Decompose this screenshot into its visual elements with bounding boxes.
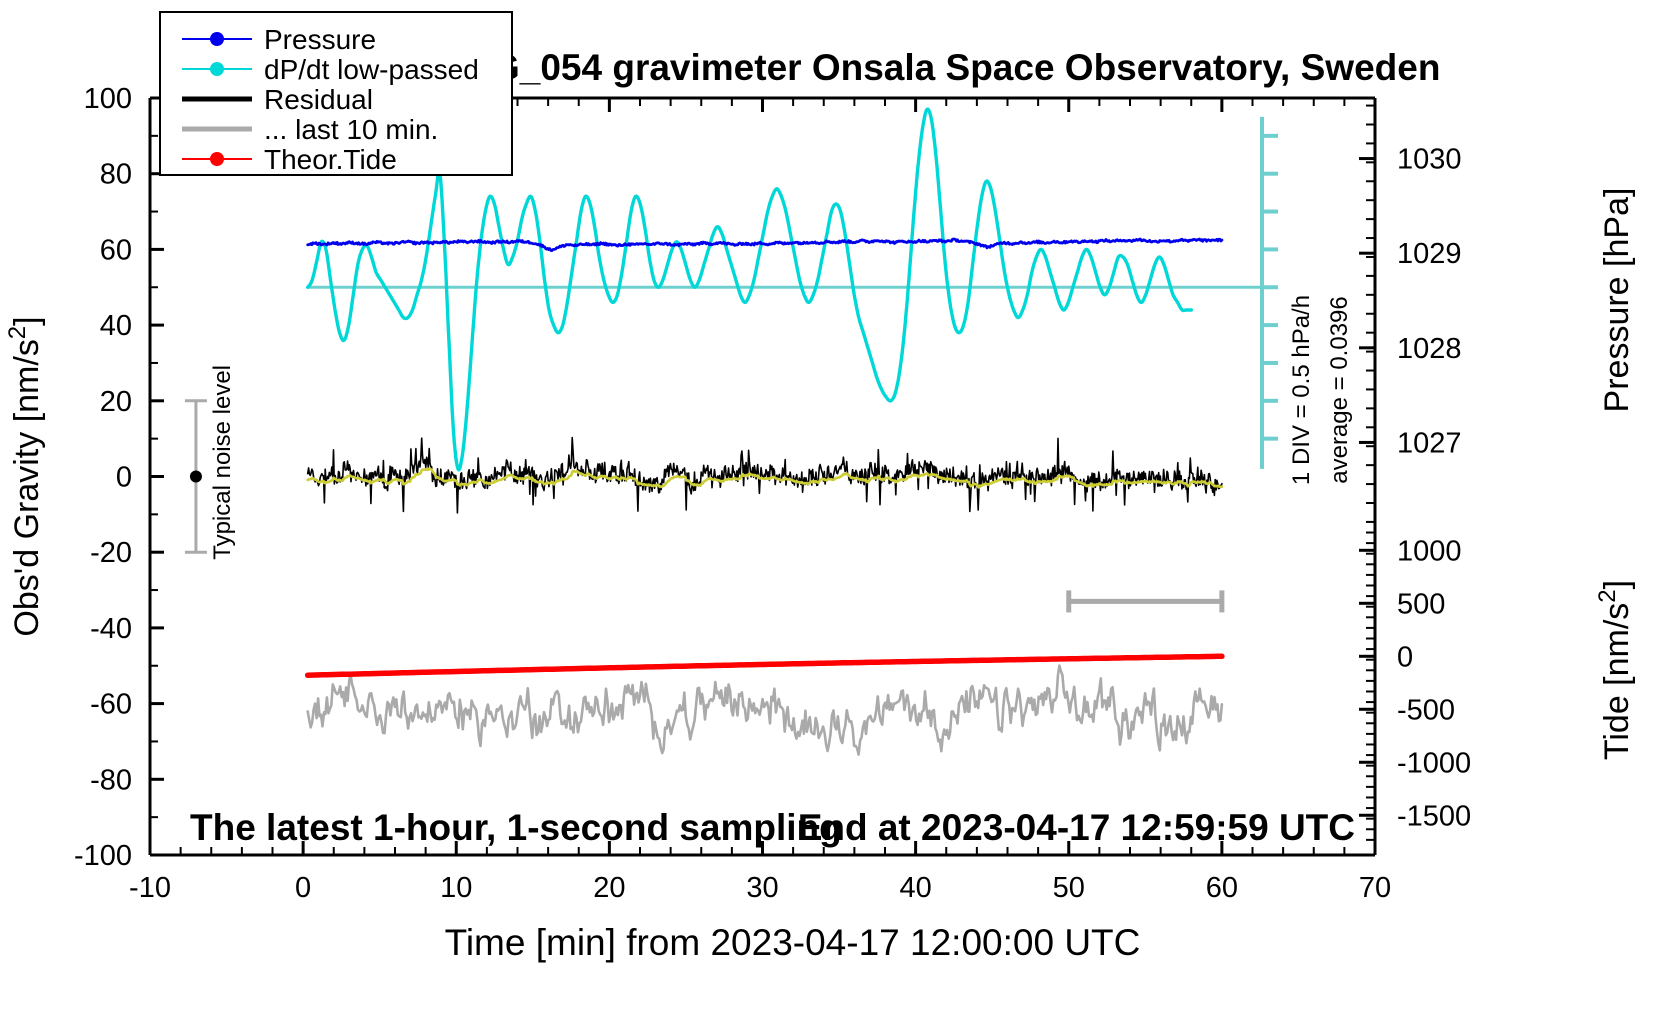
series-dpdt-lowpassed [306, 107, 1193, 472]
y-left-tick-label: -40 [90, 613, 132, 645]
tide-tick-label: -1500 [1397, 800, 1471, 832]
dpdt-div-label: 1 DIV = 0.5 hPa/h [1288, 295, 1315, 485]
y-left-tick-label: -80 [90, 764, 132, 796]
y-left-tick-label: 60 [100, 234, 132, 266]
tide-tick-label: 1000 [1397, 535, 1462, 567]
tide-tick-label: 500 [1397, 588, 1445, 620]
y-left-tick-label: -60 [90, 689, 132, 721]
legend-label-2: Residual [264, 84, 373, 115]
pressure-tick-label: 1030 [1397, 144, 1462, 176]
pressure-axis-title: Pressure [hPa] [1598, 188, 1636, 413]
legend-marker-4 [210, 152, 224, 166]
series-residual-smoothed [306, 467, 1224, 489]
bottom-left-annotation: The latest 1-hour, 1-second sampling [190, 807, 842, 848]
x-tick-label: 30 [746, 872, 778, 904]
x-tick-label: 70 [1359, 872, 1391, 904]
y-left-tick-label: 0 [116, 462, 132, 494]
plot-title: SCG_054 gravimeter Onsala Space Observat… [440, 47, 1441, 88]
legend-marker-1 [210, 62, 224, 76]
x-tick-label: 0 [295, 872, 311, 904]
x-tick-label: 60 [1206, 872, 1238, 904]
pressure-tick-label: 1028 [1397, 333, 1462, 365]
y-left-tick-label: 80 [100, 159, 132, 191]
x-tick-label: 40 [899, 872, 931, 904]
bottom-right-annotation: End at 2023-04-17 12:59:59 UTC [798, 807, 1355, 848]
series-last-10-min [306, 664, 1224, 756]
y-left-tick-label: -20 [90, 537, 132, 569]
legend-label-3: ... last 10 min. [264, 114, 438, 145]
series-pressure [306, 237, 1224, 253]
y-left-axis-title: Obs'd Gravity [nm/s2] [4, 316, 47, 636]
dpdt-average-label: average = 0.0396 [1326, 296, 1353, 484]
x-tick-label: -10 [129, 872, 171, 904]
pressure-tick-label: 1027 [1397, 427, 1462, 459]
pressure-tick-label: 1029 [1397, 238, 1462, 270]
legend-marker-0 [210, 32, 224, 46]
legend-label-1: dP/dt low-passed [264, 54, 479, 85]
legend-label-0: Pressure [264, 24, 376, 55]
noise-center-dot [189, 470, 202, 483]
series-theoretical-tide [304, 653, 1225, 678]
tide-tick-label: -500 [1397, 694, 1455, 726]
y-left-tick-label: 20 [100, 386, 132, 418]
x-tick-label: 20 [593, 872, 625, 904]
tide-tick-label: 0 [1397, 641, 1413, 673]
y-left-tick-label: 40 [100, 310, 132, 342]
tide-axis-title: Tide [nm/s2] [1594, 580, 1637, 760]
x-tick-label: 50 [1053, 872, 1085, 904]
x-tick-label: 10 [440, 872, 472, 904]
y-left-tick-label: 100 [84, 83, 132, 115]
y-left-tick-label: -100 [74, 840, 132, 872]
x-axis-title: Time [min] from 2023-04-17 12:00:00 UTC [445, 922, 1141, 963]
noise-level-label: Typical noise level [209, 365, 236, 560]
tide-tick-label: -1000 [1397, 747, 1471, 779]
legend-label-4: Theor.Tide [264, 144, 397, 175]
